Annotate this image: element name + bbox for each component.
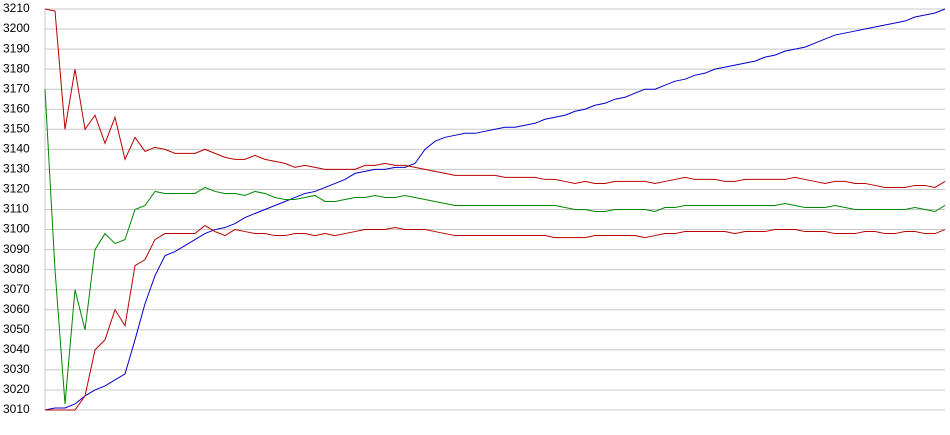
y-tick-label: 3180 — [3, 61, 30, 75]
y-tick-label: 3150 — [3, 121, 30, 135]
y-tick-label: 3200 — [3, 21, 30, 35]
y-tick-label: 3100 — [3, 222, 30, 236]
series-line — [44, 8, 946, 188]
y-tick-label: 3190 — [3, 41, 30, 55]
y-tick-label: 3170 — [3, 81, 30, 95]
y-tick-label: 3140 — [3, 142, 30, 156]
y-tick-label: 3130 — [3, 162, 30, 176]
y-tick-label: 3160 — [3, 101, 30, 115]
y-tick-label: 3070 — [3, 282, 30, 296]
series-line — [44, 89, 946, 405]
y-tick-label: 3050 — [3, 322, 30, 336]
y-tick-label: 3040 — [3, 342, 30, 356]
y-tick-label: 3010 — [3, 402, 30, 416]
series-line — [44, 8, 946, 411]
y-tick-label: 3090 — [3, 242, 30, 256]
y-tick-label: 3110 — [3, 202, 29, 216]
y-tick-label: 3020 — [3, 382, 30, 396]
y-tick-label: 3030 — [3, 362, 30, 376]
series-line — [45, 224, 946, 411]
y-tick-label: 3060 — [3, 302, 30, 316]
y-tick-label: 3120 — [3, 182, 30, 196]
y-tick-label: 3210 — [3, 1, 30, 15]
y-tick-label: 3080 — [3, 262, 30, 276]
